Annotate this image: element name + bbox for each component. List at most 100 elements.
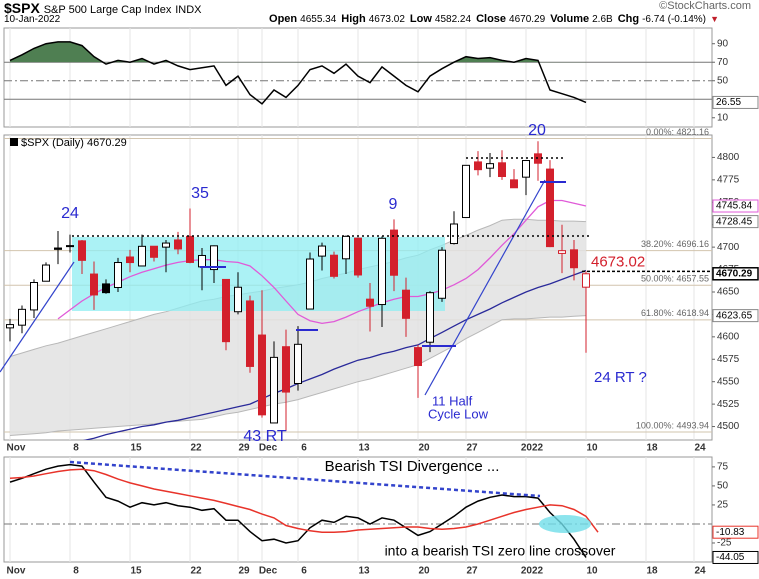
last-value-label: 4728.45 bbox=[716, 216, 753, 227]
candle-body bbox=[258, 334, 266, 416]
candle-body bbox=[294, 343, 302, 384]
candle-body bbox=[30, 282, 38, 311]
candle-body bbox=[234, 286, 242, 313]
overbought-fill bbox=[10, 41, 586, 63]
candle-body bbox=[114, 262, 122, 288]
last-value-label: 4670.29 bbox=[716, 268, 753, 279]
candle-body bbox=[582, 273, 590, 288]
last-value-box bbox=[712, 309, 759, 323]
x-tick-label: 8 bbox=[73, 566, 79, 577]
fib-label: 0.00%: 4821.16 bbox=[646, 127, 709, 137]
y-tick-label: 4575 bbox=[717, 354, 740, 365]
candle-body bbox=[318, 245, 326, 257]
candle-body bbox=[438, 249, 446, 299]
y-tick-label: 4500 bbox=[717, 421, 740, 432]
y-tick-label: 25 bbox=[717, 500, 729, 511]
x-tick-label: 18 bbox=[646, 443, 658, 454]
candle-body bbox=[150, 245, 158, 258]
y-tick-label: 4650 bbox=[717, 287, 740, 298]
quote-value: 4582.24 bbox=[434, 14, 472, 25]
candle-body bbox=[54, 247, 62, 250]
x-tick-label: 13 bbox=[358, 566, 370, 577]
quote-label: Chg bbox=[617, 13, 640, 25]
x-tick-label: 24 bbox=[694, 566, 706, 577]
candle-body bbox=[330, 254, 338, 277]
candle-body bbox=[42, 264, 50, 282]
x-tick-label: 8 bbox=[73, 443, 79, 454]
indicator-line bbox=[9, 463, 587, 558]
candle-body bbox=[6, 324, 14, 329]
candle-body bbox=[378, 237, 386, 306]
x-tick-label: 10 bbox=[586, 566, 598, 577]
drawings bbox=[0, 157, 591, 533]
x-tick-label: 15 bbox=[130, 566, 142, 577]
candle-body bbox=[246, 300, 254, 367]
quote-value: 4670.29 bbox=[509, 14, 546, 25]
fib-label: 100.00%: 4493.94 bbox=[636, 420, 709, 430]
candle-body bbox=[474, 161, 482, 171]
candle-body bbox=[414, 347, 422, 367]
last-value-box bbox=[712, 95, 759, 109]
x-tick-label: 18 bbox=[646, 566, 658, 577]
copyright: ©StockCharts.com bbox=[659, 0, 751, 12]
last-value-label: 4745.84 bbox=[716, 201, 753, 212]
consolidation-zone bbox=[72, 237, 445, 311]
date: 10-Jan-2022 bbox=[4, 14, 61, 25]
x-tick-label: 13 bbox=[358, 443, 370, 454]
annotations: 24 35 9 20 43 RT 11 Half Cycle Low 24 RT… bbox=[10, 122, 647, 559]
crossover-highlight bbox=[539, 515, 591, 533]
quote-label: Open bbox=[269, 13, 298, 25]
candle-body bbox=[210, 245, 218, 271]
candle-body bbox=[306, 258, 314, 310]
quote-label: Volume bbox=[550, 13, 590, 25]
indicator-line bbox=[9, 41, 587, 105]
annotation: 11 Half bbox=[432, 393, 473, 408]
indicator-line bbox=[9, 468, 599, 534]
x-tick-label: Dec bbox=[259, 566, 278, 577]
candle-body bbox=[462, 164, 470, 219]
candle-body bbox=[546, 168, 554, 248]
y-tick-label: 4800 bbox=[717, 152, 740, 163]
candle-body bbox=[342, 235, 350, 260]
y-tick-label: 4700 bbox=[717, 242, 740, 253]
candle-body bbox=[162, 242, 170, 248]
candle-body bbox=[570, 249, 578, 269]
candle-body bbox=[78, 240, 86, 261]
candle-body bbox=[18, 308, 26, 326]
y-tick-label: 75 bbox=[717, 462, 729, 473]
candle-body bbox=[498, 162, 506, 178]
x-tick-label: 2022 bbox=[521, 566, 544, 577]
quote-value: 4655.34 bbox=[300, 14, 337, 25]
annotation: Cycle Low bbox=[428, 406, 489, 421]
candle-body bbox=[450, 223, 458, 245]
x-tick-label: 22 bbox=[190, 566, 202, 577]
candle-body bbox=[102, 283, 110, 294]
candle-body bbox=[126, 256, 134, 264]
x-tick-label: Nov bbox=[7, 566, 26, 577]
y-tick-label: 4525 bbox=[717, 399, 740, 410]
quote-row: Open 4655.34 High 4673.02 Low 4582.24 Close 467… bbox=[269, 13, 711, 25]
last-value-box bbox=[712, 199, 759, 213]
last-value-label: 26.55 bbox=[716, 97, 741, 108]
x-tick-label: 20 bbox=[418, 443, 430, 454]
legend-icon bbox=[10, 138, 18, 146]
annotation: 9 bbox=[389, 196, 398, 213]
y-tick-label: 90 bbox=[717, 38, 729, 49]
high-label: 4673.02 bbox=[591, 253, 645, 270]
annotation: 35 bbox=[191, 185, 209, 202]
last-value-label: -44.05 bbox=[716, 552, 745, 563]
quote-label: High bbox=[341, 13, 366, 25]
candle-body bbox=[402, 289, 410, 319]
quote-value: 2.6B bbox=[592, 14, 613, 25]
candle-body bbox=[522, 160, 530, 178]
x-tick-label: Nov bbox=[7, 443, 26, 454]
quote-label: Close bbox=[476, 13, 507, 25]
candle-body bbox=[174, 239, 182, 250]
x-tick-label: 15 bbox=[130, 443, 142, 454]
trendline bbox=[424, 179, 546, 396]
legend-label: $SPX (Daily) 4670.29 bbox=[21, 137, 127, 149]
x-tick-label: 22 bbox=[190, 443, 202, 454]
last-value-label: 4623.65 bbox=[716, 310, 753, 321]
